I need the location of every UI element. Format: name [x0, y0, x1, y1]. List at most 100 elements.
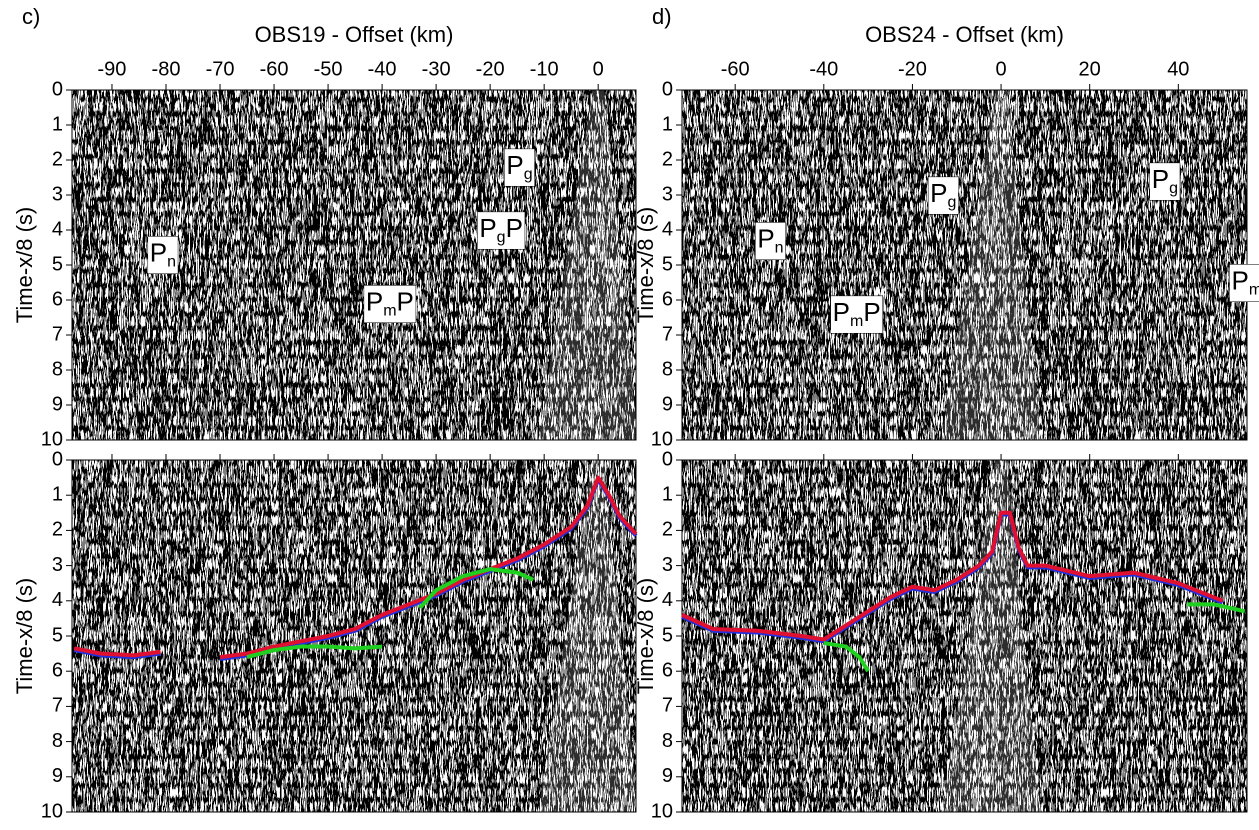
- phase-label: PmP: [363, 285, 417, 323]
- phase-label: PmP: [830, 295, 883, 334]
- y-tick-label: 10: [41, 800, 63, 822]
- phase-label-text: PmP: [833, 297, 881, 330]
- x-tick-label: -60: [260, 58, 289, 80]
- y-axis-label: Time-x/8 (s): [12, 207, 37, 324]
- y-tick-label: 2: [52, 148, 63, 170]
- phase-label: Pn: [147, 236, 179, 274]
- phase-label-box: [755, 222, 786, 260]
- phase-label-box: [927, 176, 959, 215]
- y-tick-label: 9: [662, 765, 673, 787]
- subscript: n: [167, 254, 176, 271]
- y-tick-label: 5: [662, 624, 673, 646]
- phase-label-box: [1149, 162, 1181, 201]
- y-tick-label: 0: [52, 448, 63, 470]
- y-tick-label: 6: [52, 659, 63, 681]
- phase-label-text: Pg: [506, 150, 532, 183]
- x-tick-label: -10: [530, 58, 559, 80]
- y-tick-label: 8: [662, 358, 673, 380]
- direct-wave: [941, 460, 1042, 812]
- phase-label-text: Pg: [1152, 164, 1178, 197]
- phase-letter: P: [479, 213, 496, 243]
- phase-label: Pg: [1149, 162, 1181, 201]
- y-tick-label: 5: [52, 624, 63, 646]
- phase-label-box: [830, 295, 883, 334]
- panel-label: c): [22, 4, 40, 29]
- phase-label-box: [363, 285, 417, 323]
- phase-letter: P: [397, 286, 414, 316]
- seismic-section: [682, 90, 1247, 440]
- y-tick-label: 7: [662, 695, 673, 717]
- phase-letter: P: [930, 178, 947, 208]
- x-tick-label: -80: [152, 58, 181, 80]
- y-tick-label: 8: [52, 358, 63, 380]
- phase-label: Pg: [927, 176, 959, 215]
- x-tick-label: -70: [206, 58, 235, 80]
- phase-label-text: Pn: [150, 237, 176, 270]
- phase-letter: P: [506, 213, 523, 243]
- phase-label-box: [504, 148, 535, 187]
- y-tick-label: 3: [52, 554, 63, 576]
- y-tick-label: 9: [662, 393, 673, 415]
- x-tick-label: -60: [721, 58, 750, 80]
- y-tick-label: 10: [651, 428, 673, 450]
- subscript: g: [948, 194, 957, 211]
- x-tick-label: 0: [995, 58, 1006, 80]
- phase-letter: P: [366, 286, 383, 316]
- phase-label: PgP: [477, 211, 526, 250]
- y-tick-label: 4: [662, 589, 673, 611]
- y-tick-label: 1: [52, 113, 63, 135]
- subscript: m: [850, 313, 863, 330]
- y-tick-label: 2: [52, 519, 63, 541]
- y-tick-label: 0: [52, 78, 63, 100]
- panel-title: OBS24 - Offset (km): [865, 22, 1064, 47]
- y-tick-label: 2: [662, 519, 673, 541]
- y-tick-label: 0: [662, 448, 673, 470]
- phase-letter: P: [506, 150, 523, 180]
- y-tick-label: 6: [662, 659, 673, 681]
- phase-label-box: [1229, 264, 1259, 302]
- x-tick-label: 40: [1167, 58, 1189, 80]
- phase-letter: P: [150, 237, 167, 267]
- travel-time-pick: [823, 602, 1246, 673]
- travel-time-pick: [681, 510, 1224, 642]
- phase-label-text: PmP: [1231, 265, 1259, 298]
- subscript: g: [497, 229, 506, 246]
- phase-label-text: PmP: [366, 286, 414, 319]
- y-tick-label: 1: [52, 483, 63, 505]
- phase-label-text: PgP: [479, 213, 523, 246]
- phase-letter: P: [757, 223, 774, 253]
- y-tick-label: 9: [52, 765, 63, 787]
- y-tick-label: 0: [662, 78, 673, 100]
- subscript: g: [1169, 180, 1178, 197]
- x-tick-label: 0: [593, 58, 604, 80]
- x-tick-label: -50: [314, 58, 343, 80]
- y-tick-label: 3: [662, 183, 673, 205]
- phase-label: PmP: [1229, 264, 1259, 302]
- y-tick-label: 3: [662, 554, 673, 576]
- phase-label-box: [477, 211, 526, 250]
- y-tick-label: 7: [662, 323, 673, 345]
- seismic-section: [72, 460, 636, 812]
- y-tick-label: 4: [52, 589, 63, 611]
- subscript: m: [383, 303, 396, 320]
- y-tick-label: 6: [52, 288, 63, 310]
- x-tick-label: -40: [368, 58, 397, 80]
- x-tick-label: -30: [422, 58, 451, 80]
- y-tick-label: 5: [662, 253, 673, 275]
- phase-letter: P: [1152, 164, 1169, 194]
- x-tick-label: -90: [98, 58, 127, 80]
- y-tick-label: 5: [52, 253, 63, 275]
- y-tick-label: 7: [52, 695, 63, 717]
- y-tick-label: 3: [52, 183, 63, 205]
- subscript: m: [1249, 282, 1259, 299]
- y-tick-label: 9: [52, 393, 63, 415]
- travel-time-pick: [246, 567, 535, 660]
- y-tick-label: 1: [662, 483, 673, 505]
- y-tick-label: 8: [52, 730, 63, 752]
- phase-letter: P: [863, 297, 880, 327]
- y-axis-label: Time-x/8 (s): [633, 578, 658, 695]
- direct-wave: [538, 460, 639, 812]
- y-tick-label: 6: [662, 288, 673, 310]
- direct-wave: [538, 90, 639, 440]
